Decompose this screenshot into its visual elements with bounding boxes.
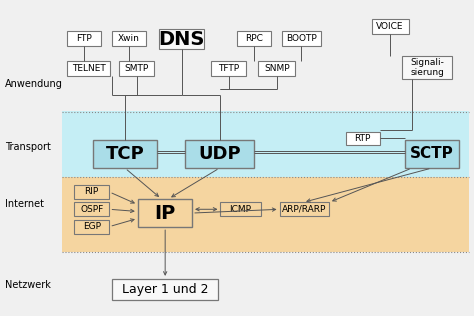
Text: TFTP: TFTP	[218, 64, 239, 73]
Text: OSPF: OSPF	[80, 205, 103, 214]
Bar	[346, 131, 380, 145]
Text: Transport: Transport	[5, 142, 51, 152]
Bar	[112, 31, 146, 46]
Text: Internet: Internet	[5, 199, 45, 209]
Text: RTP: RTP	[355, 134, 371, 143]
Bar	[402, 56, 452, 79]
Bar	[185, 140, 254, 168]
Text: SMTP: SMTP	[125, 64, 149, 73]
Text: TELNET: TELNET	[72, 64, 106, 73]
Text: Signali-
sierung: Signali- sierung	[410, 58, 444, 77]
Bar	[74, 220, 109, 234]
Bar	[119, 61, 155, 76]
Bar	[280, 202, 329, 216]
Text: BOOTP: BOOTP	[286, 34, 317, 43]
Text: IP: IP	[155, 204, 175, 222]
Bar	[67, 31, 101, 46]
Text: RIP: RIP	[84, 187, 99, 197]
Bar	[372, 19, 409, 34]
Text: Layer 1 und 2: Layer 1 und 2	[122, 283, 208, 296]
Text: FTP: FTP	[76, 34, 92, 43]
Text: RPC: RPC	[245, 34, 263, 43]
Text: SCTP: SCTP	[410, 146, 454, 161]
Bar	[220, 202, 261, 216]
Text: Anwendung: Anwendung	[5, 79, 64, 89]
Text: EGP: EGP	[82, 222, 100, 231]
Bar	[67, 61, 110, 76]
Text: UDP: UDP	[198, 145, 241, 163]
Bar	[74, 202, 109, 216]
Bar	[237, 31, 271, 46]
Text: ICMP: ICMP	[229, 205, 252, 214]
Bar	[112, 279, 218, 300]
Text: Xwin: Xwin	[118, 34, 140, 43]
Bar	[159, 29, 204, 50]
Bar	[405, 140, 459, 168]
Text: SNMP: SNMP	[264, 64, 290, 73]
Bar	[258, 61, 295, 76]
Bar	[211, 61, 246, 76]
Bar	[74, 185, 109, 199]
Bar	[62, 177, 469, 252]
Bar	[93, 140, 156, 168]
Text: VOICE: VOICE	[376, 22, 404, 31]
Text: Netzwerk: Netzwerk	[5, 280, 51, 290]
Text: ARP/RARP: ARP/RARP	[282, 205, 327, 214]
Bar	[282, 31, 320, 46]
Bar	[138, 199, 192, 227]
Text: TCP: TCP	[105, 145, 144, 163]
Bar	[62, 111, 469, 177]
Text: DNS: DNS	[158, 30, 205, 49]
